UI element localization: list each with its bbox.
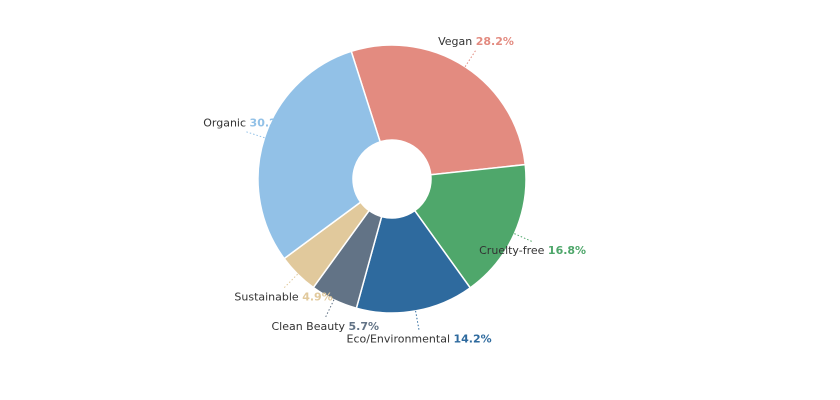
leader-line-organic [245,131,265,139]
data-label-vegan: Vegan 28.2% [438,35,514,48]
label-value-vegan: 28.2% [476,35,514,48]
label-value-eco-environmental: 14.2% [454,333,492,346]
slice-organic[interactable] [257,50,382,260]
label-value-clean-beauty: 5.7% [349,320,380,333]
data-label-cruelty-free: Cruelty-free 16.8% [479,244,586,257]
leader-line-cruelty-free [514,233,533,243]
data-label-sustainable: Sustainable 4.9% [234,290,332,303]
label-category-eco-environmental: Eco/Environmental [347,333,454,346]
label-category-cruelty-free: Cruelty-free [479,244,548,257]
label-category-organic: Organic [203,117,249,130]
leader-line-vegan [464,49,477,67]
leader-line-sustainable [283,273,299,289]
data-label-eco-environmental: Eco/Environmental 14.2% [347,333,492,346]
label-category-vegan: Vegan [438,35,476,48]
slice-cruelty-free[interactable] [413,163,527,289]
data-label-organic: Organic 30.2% [203,117,287,130]
slice-vegan[interactable] [350,44,527,176]
slices-group [257,44,527,314]
label-value-cruelty-free: 16.8% [548,244,586,257]
leader-line-eco-environmental [415,310,420,331]
slice-eco-environmental[interactable] [355,209,472,314]
label-category-sustainable: Sustainable [234,290,302,303]
data-label-clean-beauty: Clean Beauty 5.7% [271,320,379,333]
labels-group: Vegan 28.2% Cruelty-free 16.8% Eco/Environ… [203,35,586,346]
label-category-clean-beauty: Clean Beauty [271,320,348,333]
label-value-organic: 30.2% [250,117,288,130]
label-value-sustainable: 4.9% [302,290,333,303]
